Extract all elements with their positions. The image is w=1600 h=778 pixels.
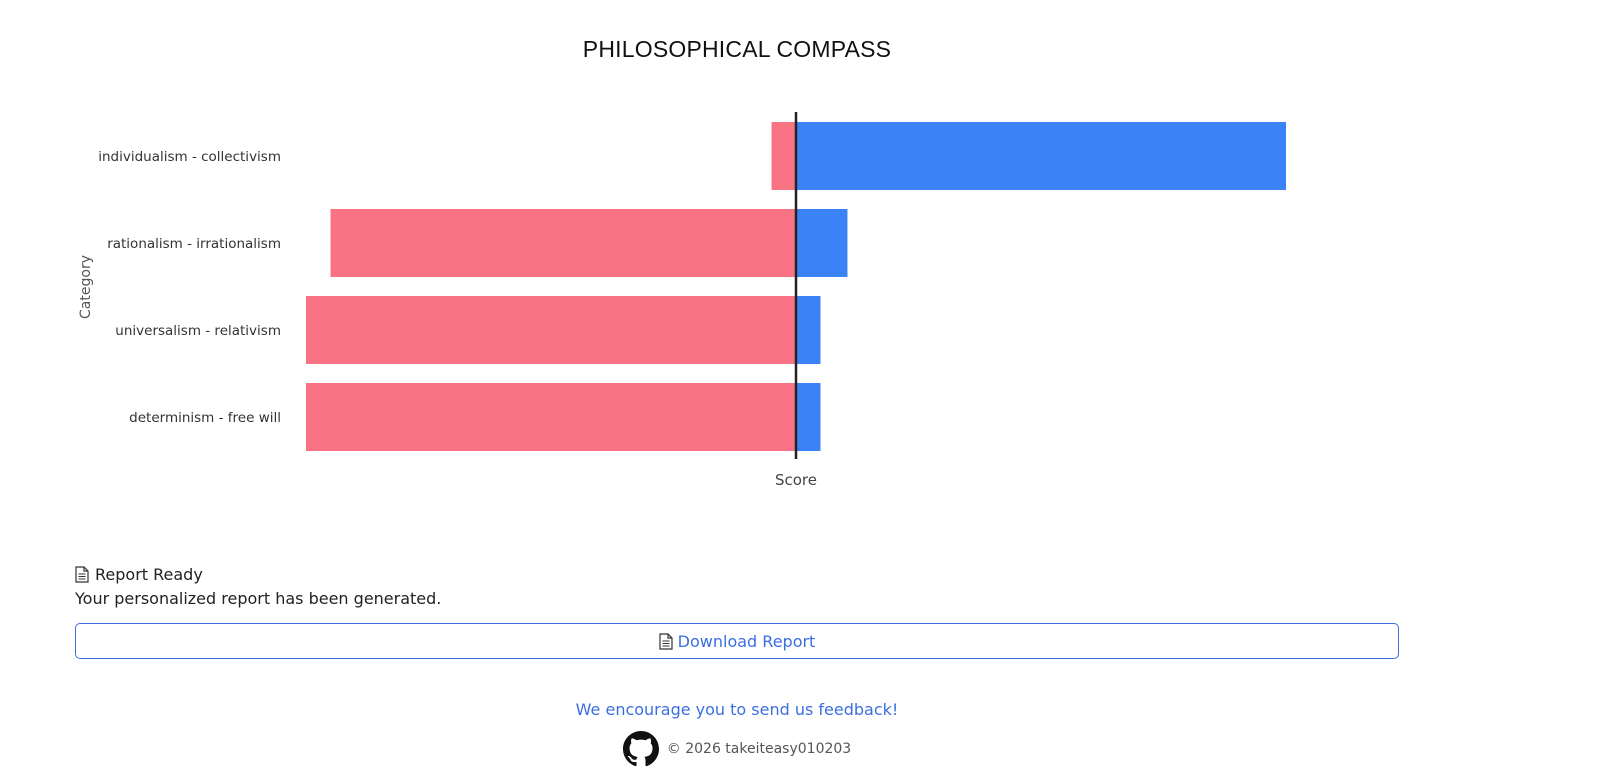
positive-series bbox=[796, 122, 1286, 451]
category-labels: individualism - collectivism rationalism … bbox=[98, 149, 281, 426]
document-icon bbox=[75, 565, 89, 583]
report-section: Report Ready Your personalized report ha… bbox=[75, 562, 1401, 659]
document-icon bbox=[659, 632, 673, 650]
bar-positive[interactable] bbox=[796, 209, 848, 277]
report-description: Your personalized report has been genera… bbox=[75, 589, 442, 608]
x-axis-label: Score bbox=[775, 471, 817, 489]
category-label: individualism - collectivism bbox=[98, 149, 281, 165]
category-label: determinism - free will bbox=[129, 410, 281, 426]
category-label: rationalism - irrationalism bbox=[107, 236, 281, 252]
bar-positive[interactable] bbox=[796, 383, 821, 451]
report-title: Report Ready bbox=[95, 564, 203, 584]
bar-negative[interactable] bbox=[306, 383, 796, 451]
report-title-row: Report Ready bbox=[75, 562, 1401, 586]
bar-positive[interactable] bbox=[796, 122, 1286, 190]
chart-title: PHILOSOPHICAL COMPASS bbox=[582, 36, 892, 62]
y-axis-label: Category bbox=[78, 255, 94, 319]
bar-negative[interactable] bbox=[306, 296, 796, 364]
feedback-link[interactable]: We encourage you to send us feedback! bbox=[575, 700, 899, 719]
bar-negative[interactable] bbox=[330, 209, 797, 277]
bar-positive[interactable] bbox=[796, 296, 821, 364]
download-report-button[interactable]: Download Report bbox=[75, 623, 1399, 659]
category-label: universalism - relativism bbox=[115, 323, 281, 339]
github-icon[interactable] bbox=[622, 731, 659, 767]
copyright-text: © 2026 takeiteasy010203 bbox=[666, 741, 852, 757]
download-report-label: Download Report bbox=[677, 631, 816, 651]
footer: © 2026 takeiteasy010203 bbox=[0, 731, 1474, 767]
negative-series bbox=[306, 122, 796, 451]
bar-chart: individualism - collectivism rationalism … bbox=[78, 112, 1286, 489]
bar-negative[interactable] bbox=[771, 122, 797, 190]
